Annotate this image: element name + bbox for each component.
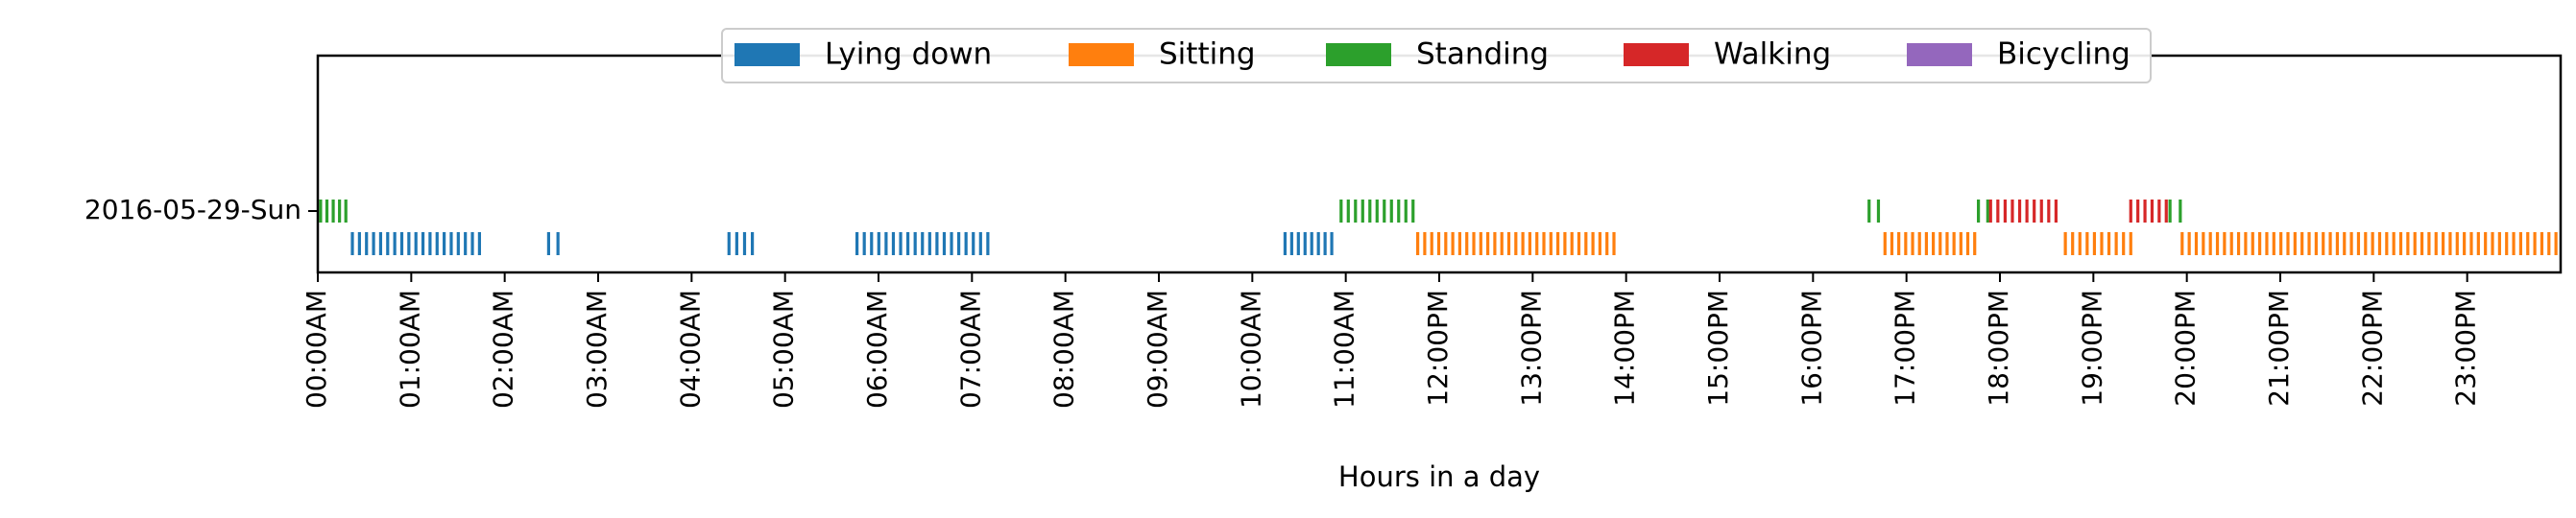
- activity-segment: [2180, 232, 2558, 255]
- x-tick-label: 07:00AM: [954, 290, 986, 409]
- y-tick-label: 2016-05-29-Sun: [84, 194, 301, 225]
- legend-swatch: [1326, 43, 1391, 66]
- x-tick-label: 04:00AM: [674, 290, 706, 409]
- x-tick-label: 08:00AM: [1048, 290, 1080, 409]
- x-tick-label: 10:00AM: [1235, 290, 1266, 409]
- x-tick-label: 20:00PM: [2170, 290, 2202, 407]
- x-tick-label: 13:00PM: [1515, 290, 1547, 407]
- activity-segment: [319, 200, 348, 223]
- series-sitting: [1416, 232, 2558, 255]
- activity-segment: [1883, 232, 1977, 255]
- legend-label: Lying down: [825, 37, 992, 72]
- activity-segment: [1416, 232, 1616, 255]
- activity-segment: [2168, 200, 2182, 223]
- x-tick-label: 06:00AM: [861, 290, 893, 409]
- legend-item: Standing: [1326, 37, 1549, 72]
- x-tick-label: 11:00AM: [1329, 290, 1360, 409]
- activity-segment: [855, 232, 990, 255]
- x-tick-label: 12:00PM: [1422, 290, 1454, 407]
- x-tick-label: 09:00AM: [1142, 290, 1173, 409]
- x-tick-label: 01:00AM: [394, 290, 425, 409]
- x-tick-label: 00:00AM: [301, 290, 332, 409]
- x-axis: 00:00AM 01:00AM 02:00AM 03:00AM 04:00AM 05:00…: [301, 272, 2482, 409]
- legend-swatch: [1907, 43, 1972, 66]
- x-tick-label: 22:00PM: [2356, 290, 2388, 407]
- x-tick-label: 18:00PM: [1983, 290, 2014, 407]
- legend-item: Bicycling: [1907, 37, 2131, 72]
- legend-swatch: [734, 43, 800, 66]
- x-tick-label: 14:00PM: [1609, 290, 1641, 407]
- legend-frame: [721, 28, 2152, 83]
- activity-segment: [2129, 200, 2168, 223]
- activity-segment: [2063, 232, 2132, 255]
- activity-segment: [350, 232, 481, 255]
- activity-segment: [1339, 200, 1415, 223]
- legend-label: Walking: [1714, 37, 1831, 72]
- x-tick-label: 02:00AM: [488, 290, 519, 409]
- x-tick-label: 16:00PM: [1795, 290, 1827, 407]
- x-tick-label: 21:00PM: [2263, 290, 2295, 407]
- legend-item: Sitting: [1069, 37, 1256, 72]
- x-tick-label: 03:00AM: [581, 290, 613, 409]
- legend-swatch: [1624, 43, 1689, 66]
- legend-label: Sitting: [1159, 37, 1256, 72]
- legend-label: Bicycling: [1997, 37, 2131, 72]
- activity-segment: [727, 232, 755, 255]
- legend-swatch: [1069, 43, 1134, 66]
- legend-item: Lying down: [734, 37, 992, 72]
- legend-label: Standing: [1416, 37, 1549, 72]
- series-standing: [319, 200, 2182, 223]
- x-tick-label: 19:00PM: [2076, 290, 2107, 407]
- x-tick-label: 23:00PM: [2450, 290, 2482, 407]
- activity-segment: [1283, 232, 1334, 255]
- x-tick-label: 05:00AM: [768, 290, 800, 409]
- y-axis: 2016-05-29-Sun: [84, 194, 318, 225]
- marks-layer: [319, 200, 2558, 255]
- activity-segment: [546, 232, 560, 255]
- activity-segment: [1988, 200, 2058, 223]
- x-axis-title: Hours in a day: [1338, 460, 1540, 493]
- legend: Lying down Sitting Standing Walking Bicyclin…: [721, 28, 2152, 83]
- series-lying-down: [350, 232, 1334, 255]
- series-walking: [1988, 200, 2168, 223]
- activity-segment: [1977, 200, 1989, 223]
- x-tick-label: 15:00PM: [1702, 290, 1734, 407]
- activity-segment: [1867, 200, 1881, 223]
- legend-item: Walking: [1624, 37, 1831, 72]
- x-tick-label: 17:00PM: [1890, 290, 1921, 407]
